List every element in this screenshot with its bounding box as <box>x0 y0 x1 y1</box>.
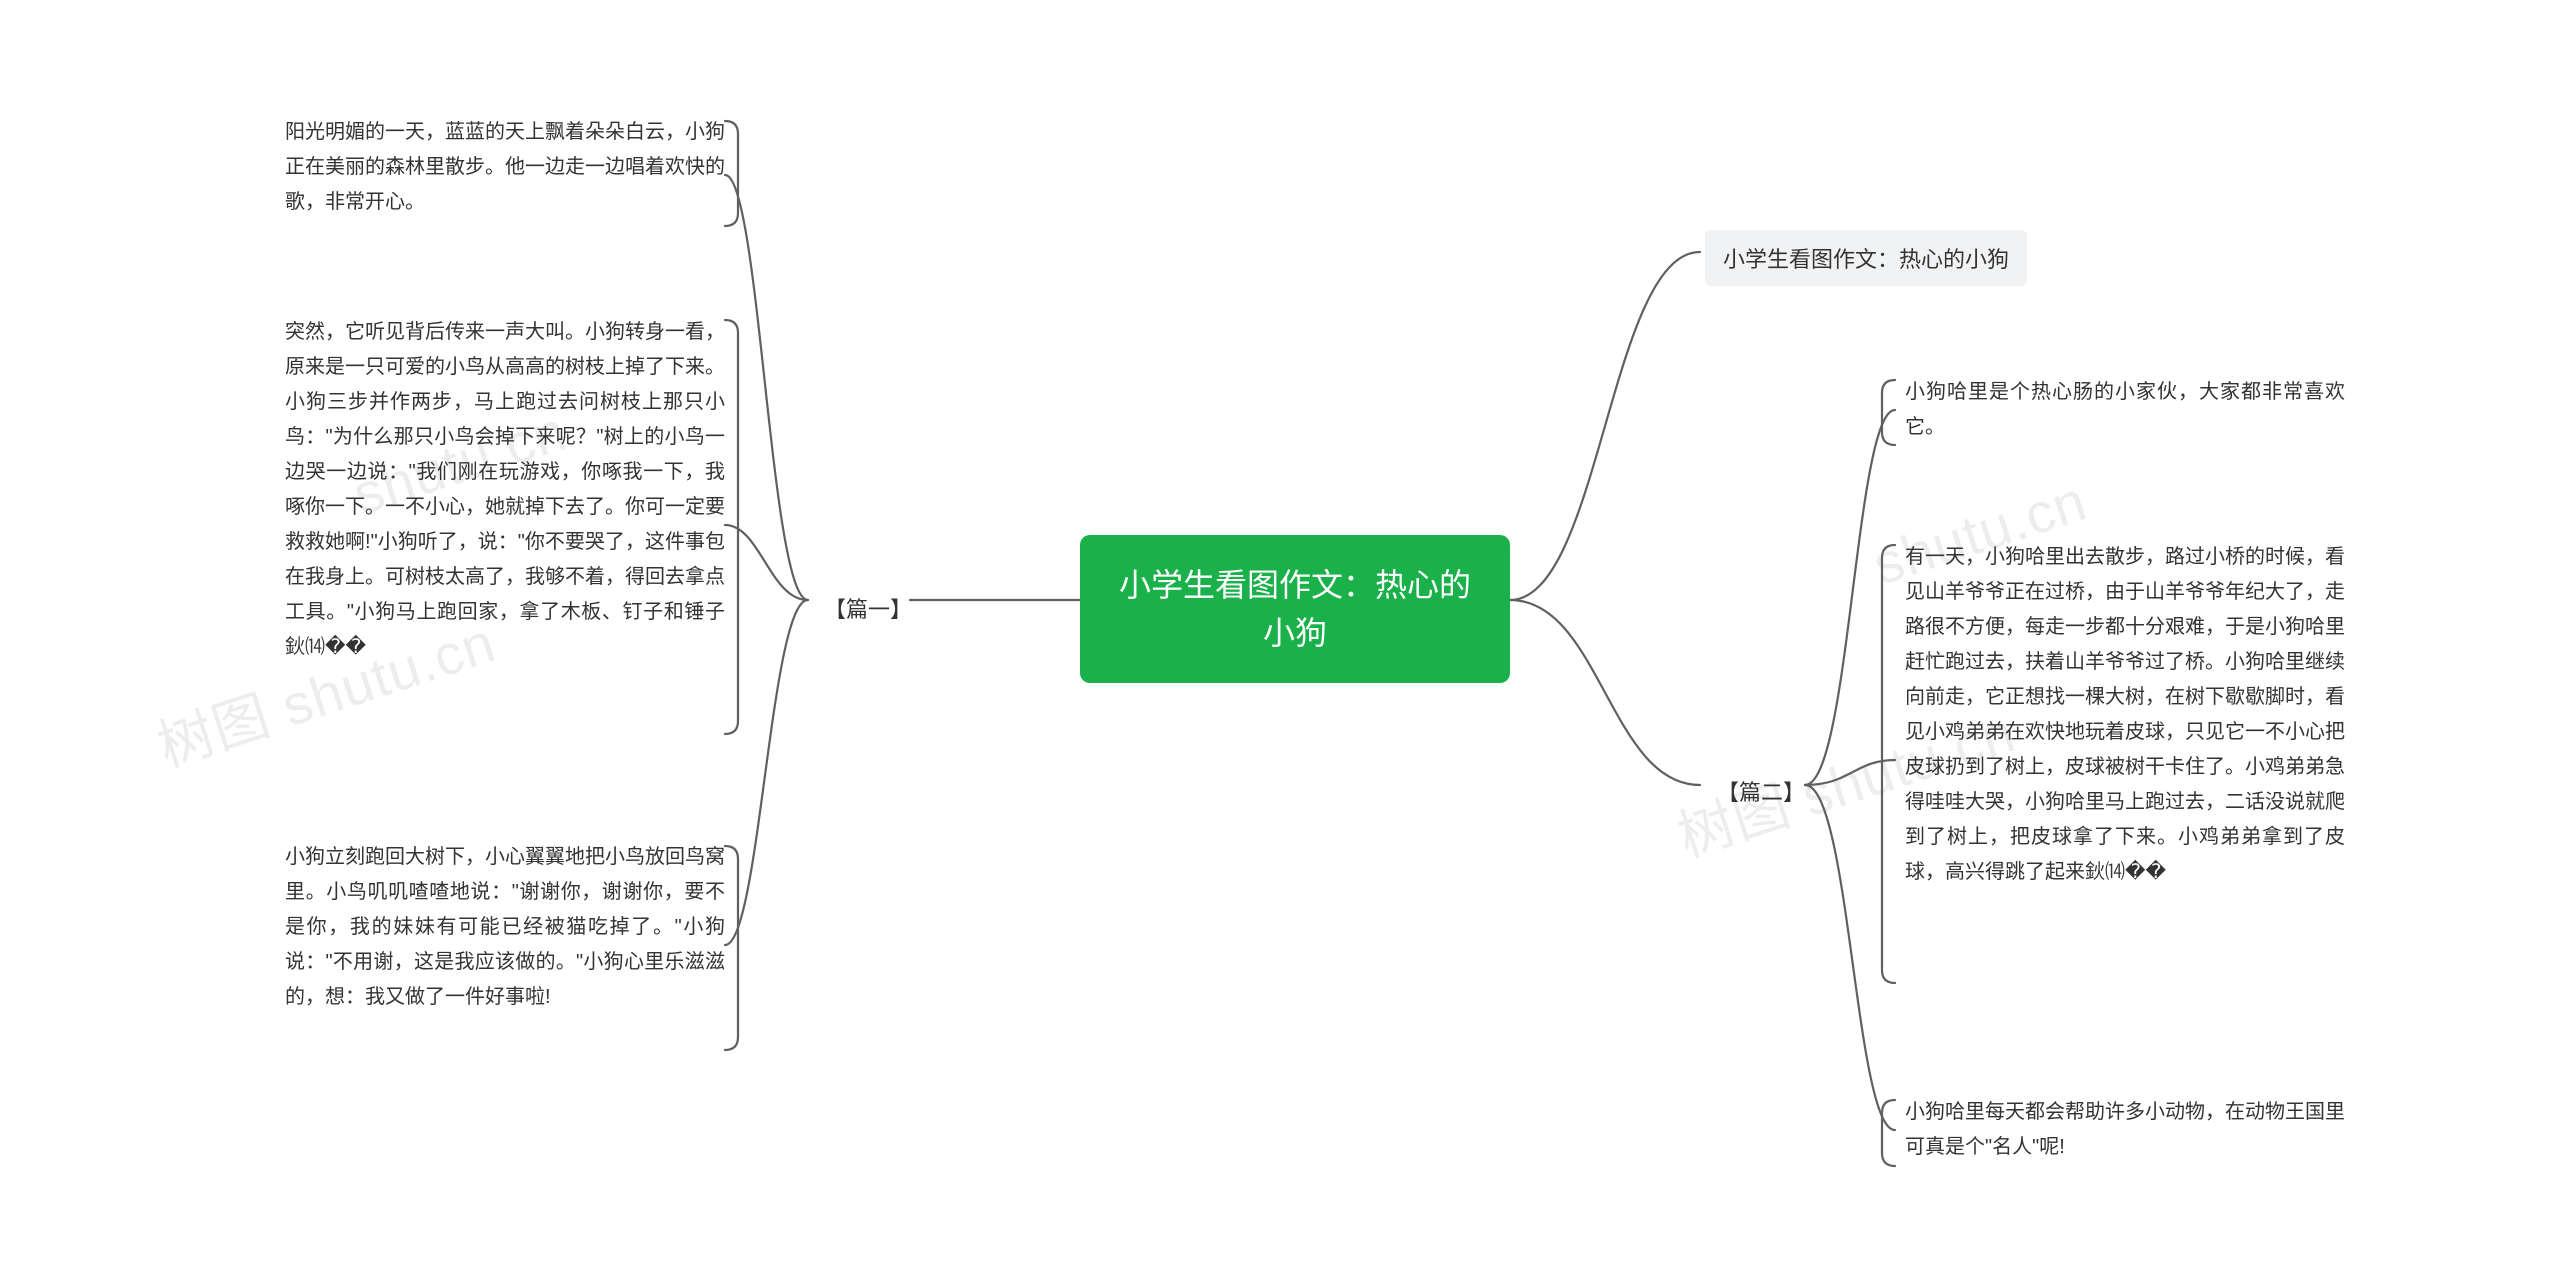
left-para-3: 小狗立刻跑回大树下，小心翼翼地把小鸟放回鸟窝里。小鸟叽叽喳喳地说："谢谢你，谢谢… <box>285 840 725 1015</box>
left-para-1: 阳光明媚的一天，蓝蓝的天上飘着朵朵白云，小狗正在美丽的森林里散步。他一边走一边唱… <box>285 115 725 220</box>
left-para-2: 突然，它听见背后传来一声大叫。小狗转身一看，原来是一只可爱的小鸟从高高的树枝上掉… <box>285 315 725 665</box>
mindmap-root[interactable]: 小学生看图作文：热心的小狗 <box>1080 535 1510 683</box>
right-branch-text: 【篇二】 <box>1717 780 1805 805</box>
right-branch-label[interactable]: 【篇二】 <box>1703 765 1819 817</box>
right-para-1: 小狗哈里是个热心肠的小家伙，大家都非常喜欢它。 <box>1905 375 2345 445</box>
right-para-2: 有一天，小狗哈里出去散步，路过小桥的时候，看见山羊爷爷正在过桥，由于山羊爷爷年纪… <box>1905 540 2345 890</box>
left-branch-label[interactable]: 【篇一】 <box>810 582 926 634</box>
right-para-3: 小狗哈里每天都会帮助许多小动物，在动物王国里可真是个"名人"呢! <box>1905 1095 2345 1165</box>
right-title-text: 小学生看图作文：热心的小狗 <box>1723 247 2009 272</box>
root-title: 小学生看图作文：热心的小狗 <box>1119 567 1471 651</box>
left-branch-text: 【篇一】 <box>824 597 912 622</box>
right-title-node[interactable]: 小学生看图作文：热心的小狗 <box>1705 230 2027 286</box>
